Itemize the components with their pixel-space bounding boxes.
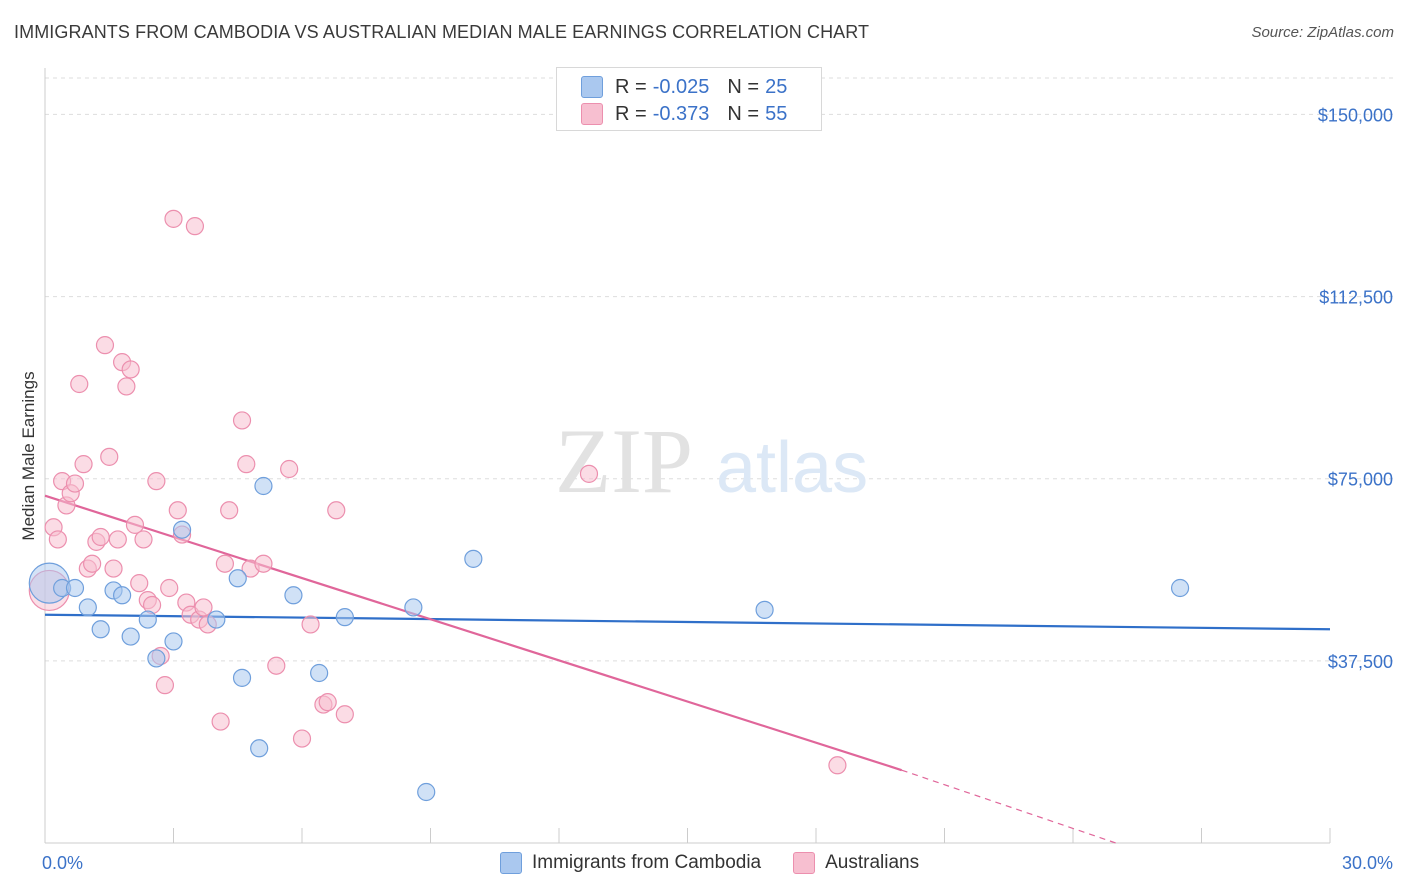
australians-point [232, 411, 252, 430]
cambodia-point [78, 598, 97, 617]
australians-point [185, 217, 205, 236]
y-tick-label: $75,000 [1328, 470, 1393, 490]
y-axis-label: Median Male Earnings [19, 371, 38, 540]
australians-point [108, 530, 127, 549]
legend-n-label: N = [727, 75, 760, 98]
australians-point [220, 501, 239, 520]
australians-point [65, 474, 85, 493]
legend-r-value: -0.373 [652, 102, 710, 125]
cambodia-point [755, 600, 774, 619]
series-legend-australians[interactable]: Australians [793, 852, 919, 874]
australians-point [83, 554, 102, 573]
australians-point [155, 676, 175, 695]
australians-point [327, 501, 346, 520]
australians-point [194, 598, 213, 617]
australians-point [160, 578, 179, 598]
cambodia-trend-line [44, 613, 1331, 631]
cambodia-point [112, 586, 132, 605]
cambodia-point [250, 739, 269, 758]
australians-point [828, 756, 847, 775]
legend-n-value: 55 [765, 102, 788, 125]
x-tick-label: 0.0% [42, 853, 83, 873]
australians-point [215, 554, 234, 573]
legend-row-cambodia: R = -0.025 N = 25 [581, 74, 787, 100]
series-legend-label: Immigrants from Cambodia [532, 852, 762, 873]
series-legend-cambodia[interactable]: Immigrants from Cambodia [500, 852, 761, 874]
australians-point [237, 455, 256, 474]
australians-point [301, 615, 320, 634]
cambodia-point [417, 782, 436, 802]
legend-r-label: R = [615, 75, 647, 98]
australians-point [91, 527, 110, 547]
cambodia-point [310, 663, 329, 683]
australians-point [254, 554, 273, 573]
legend-swatch-pink [581, 103, 603, 125]
cambodia-point [121, 627, 140, 646]
cambodia-point [254, 476, 273, 496]
cambodia-point [404, 598, 423, 617]
australians-point [292, 729, 312, 748]
australians-point [168, 501, 187, 520]
trend-layer [44, 494, 1331, 844]
series-legend: Immigrants from Cambodia Australians [500, 852, 951, 874]
australians-trend-extension [901, 769, 1117, 844]
australians-point [134, 530, 153, 549]
axis-layer [44, 68, 1331, 844]
cambodia-point [335, 608, 354, 627]
australians-point [579, 464, 599, 483]
cambodia-point [147, 649, 166, 668]
australians-point [318, 693, 337, 712]
points-layer [28, 209, 1190, 802]
cambodia-point [164, 632, 183, 651]
australians-point [48, 530, 67, 549]
correlation-legend: R = -0.025 N = 25 R = -0.373 N = 55 [556, 67, 822, 131]
cambodia-point [464, 549, 483, 568]
legend-r-label: R = [615, 102, 647, 125]
cambodia-point [284, 586, 303, 605]
cambodia-point [207, 610, 226, 629]
australians-point [121, 360, 140, 379]
australians-point [95, 336, 115, 355]
y-tick-label: $150,000 [1318, 105, 1393, 125]
cambodia-point [232, 668, 252, 687]
australians-point [130, 574, 149, 593]
australians-point [104, 559, 123, 578]
cambodia-point [1170, 578, 1190, 598]
australians-point [125, 515, 145, 534]
australians-point [164, 209, 183, 228]
australians-point [100, 447, 119, 466]
australians-point [74, 455, 93, 474]
australians-point [280, 459, 299, 479]
y-tick-label: $112,500 [1319, 288, 1393, 308]
series-swatch-pink [793, 852, 816, 874]
chart-title: IMMIGRANTS FROM CAMBODIA VS AUSTRALIAN M… [14, 22, 870, 42]
watermark-atlas: atlas [716, 428, 868, 508]
australians-point [267, 656, 286, 675]
cambodia-point [91, 620, 110, 639]
cambodia-point [65, 578, 85, 598]
australians-point [211, 712, 230, 731]
legend-n-value: 25 [765, 75, 788, 98]
x-tick-label: 30.0% [1342, 853, 1393, 873]
y-tick-label: $37,500 [1328, 652, 1393, 672]
legend-r-value: -0.025 [652, 75, 710, 98]
watermark: ZIP atlas [555, 410, 868, 512]
australians-point [117, 377, 136, 396]
legend-n-label: N = [727, 102, 760, 125]
legend-swatch-blue [581, 76, 603, 98]
australians-point [147, 472, 166, 491]
series-legend-label: Australians [825, 852, 920, 873]
watermark-zip: ZIP [555, 410, 693, 512]
cambodia-point [228, 569, 247, 588]
legend-row-australians: R = -0.373 N = 55 [581, 101, 787, 127]
cambodia-point [172, 520, 192, 539]
label-layer: $37,500 $75,000 $112,500 $150,000 0.0% 30.0% M… [19, 105, 1393, 873]
australians-point [70, 374, 89, 394]
series-swatch-blue [500, 852, 522, 874]
cambodia-point [138, 610, 157, 629]
australians-point [335, 705, 354, 724]
source-credit: Source: ZipAtlas.com [1251, 24, 1394, 41]
